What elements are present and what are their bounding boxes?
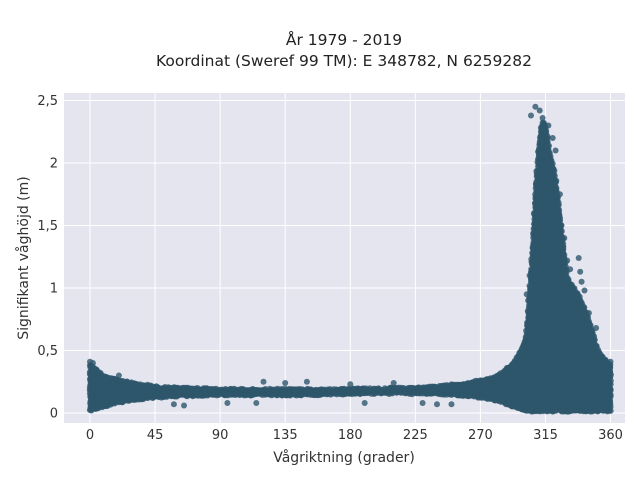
chart-title-line-1: År 1979 - 2019 [286, 30, 402, 49]
data-point [557, 215, 564, 222]
data-point [546, 142, 552, 149]
data-point [553, 185, 560, 192]
data-point [553, 177, 560, 184]
data-point [555, 199, 562, 206]
data-point [543, 128, 550, 135]
chart-title: År 1979 - 2019 Koordinat (Sweref 99 TM):… [156, 30, 532, 70]
chart-title-line-2: Koordinat (Sweref 99 TM): E 348782, N 62… [156, 52, 532, 70]
data-point [551, 167, 558, 174]
data-point [544, 133, 551, 140]
data-point [556, 207, 563, 214]
data-points [86, 103, 614, 415]
